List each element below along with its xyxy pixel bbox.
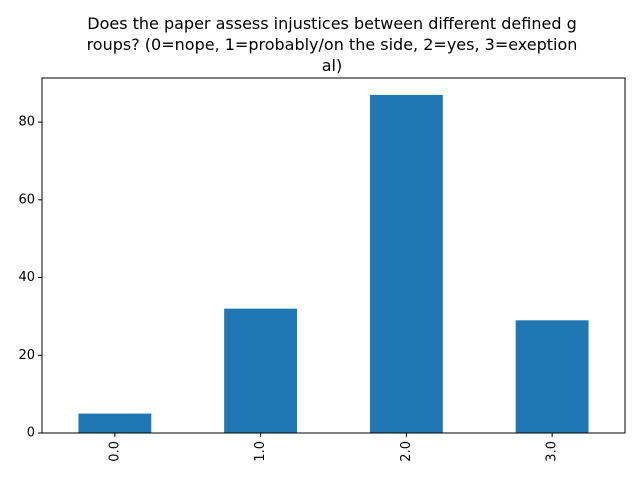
- plot-frame: [41, 77, 626, 434]
- bar-1.0: [224, 308, 298, 433]
- bar-0.0: [78, 413, 152, 433]
- y-tick-label: 20: [18, 348, 35, 363]
- y-tick-label: 0: [27, 426, 35, 441]
- x-axis-ticks: 0.0 1.0 2.0 3.0: [107, 433, 560, 462]
- chart-title: Does the paper assess injustices between…: [87, 14, 578, 75]
- y-tick-label: 60: [18, 192, 35, 207]
- bar-3.0: [515, 320, 589, 433]
- bars-group: [78, 94, 589, 434]
- x-tick-label: 1.0: [253, 441, 268, 462]
- y-tick-label: 80: [18, 115, 35, 130]
- chart-title-line-2: roups? (0=nope, 1=probably/on the side, …: [87, 35, 578, 54]
- bar-2.0: [369, 94, 443, 434]
- chart-title-line-3: al): [322, 56, 343, 75]
- x-tick-label: 0.0: [107, 441, 122, 462]
- x-tick-label: 2.0: [399, 441, 414, 462]
- x-tick-label: 3.0: [545, 441, 560, 462]
- chart-title-line-1: Does the paper assess injustices between…: [87, 14, 576, 33]
- y-tick-label: 40: [18, 270, 35, 285]
- y-axis-ticks: 0 20 40 60 80: [18, 115, 42, 441]
